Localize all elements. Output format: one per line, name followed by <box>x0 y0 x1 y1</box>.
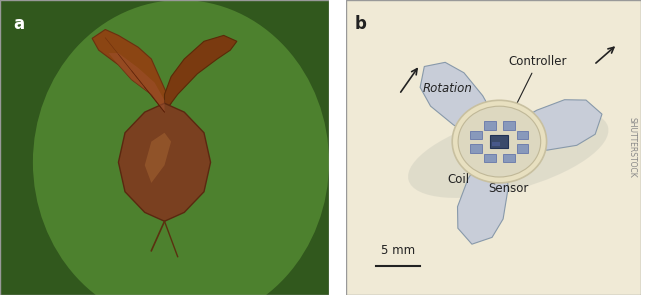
Text: Rotation: Rotation <box>422 82 472 95</box>
Text: Coil: Coil <box>447 153 474 186</box>
FancyBboxPatch shape <box>484 121 495 130</box>
Polygon shape <box>504 154 519 176</box>
Polygon shape <box>504 110 522 129</box>
FancyBboxPatch shape <box>470 144 482 153</box>
Ellipse shape <box>0 0 576 295</box>
FancyBboxPatch shape <box>484 154 495 162</box>
Polygon shape <box>145 133 171 183</box>
FancyBboxPatch shape <box>503 154 515 162</box>
Polygon shape <box>118 103 211 221</box>
Polygon shape <box>464 135 483 148</box>
Ellipse shape <box>458 106 541 177</box>
Polygon shape <box>164 35 237 112</box>
Polygon shape <box>457 150 508 244</box>
Polygon shape <box>92 30 171 112</box>
Text: 5 mm: 5 mm <box>380 244 415 257</box>
Text: SHUTTERSTOCK: SHUTTERSTOCK <box>628 117 637 178</box>
FancyBboxPatch shape <box>492 142 499 146</box>
Polygon shape <box>109 53 164 112</box>
Ellipse shape <box>33 0 329 295</box>
FancyBboxPatch shape <box>517 131 528 139</box>
FancyBboxPatch shape <box>0 0 329 295</box>
Ellipse shape <box>0 0 576 295</box>
Text: Sensor: Sensor <box>488 156 528 195</box>
Text: Controller: Controller <box>503 55 567 130</box>
Text: b: b <box>355 15 367 33</box>
Polygon shape <box>508 100 602 150</box>
FancyBboxPatch shape <box>470 131 482 139</box>
FancyBboxPatch shape <box>517 144 528 153</box>
FancyBboxPatch shape <box>503 121 515 130</box>
Ellipse shape <box>452 100 547 183</box>
Text: a: a <box>13 15 24 33</box>
Polygon shape <box>420 62 493 135</box>
FancyBboxPatch shape <box>490 135 509 148</box>
Ellipse shape <box>408 109 609 198</box>
FancyBboxPatch shape <box>346 0 641 295</box>
